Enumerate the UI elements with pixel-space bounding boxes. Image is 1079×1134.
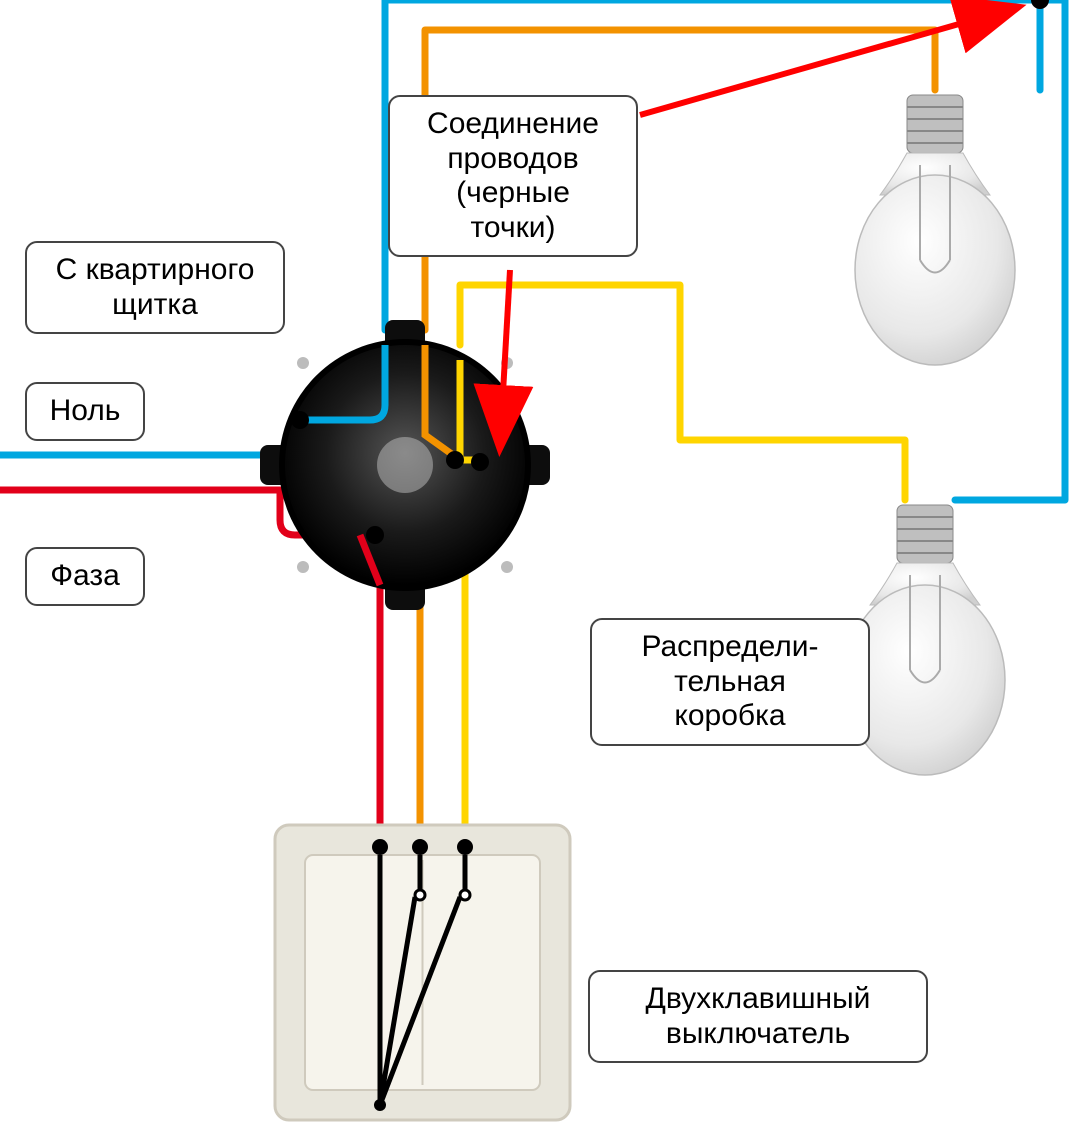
label-phase: Фаза: [25, 547, 145, 606]
label-from-panel: С квартирного щитка: [25, 241, 285, 334]
double-switch-icon: [275, 825, 570, 1120]
label-neutral: Ноль: [25, 382, 145, 441]
bulb-top: [855, 95, 1015, 365]
label-connection-points: Соединение проводов (черные точки): [388, 95, 638, 257]
label-switch: Двухклавишный выключатель: [588, 970, 928, 1063]
label-junction-box: Распредели- тельная коробка: [590, 618, 870, 746]
wiring-diagram: С квартирного щитка Ноль Фаза Соединение…: [0, 0, 1079, 1134]
bulbs: [845, 95, 1015, 775]
